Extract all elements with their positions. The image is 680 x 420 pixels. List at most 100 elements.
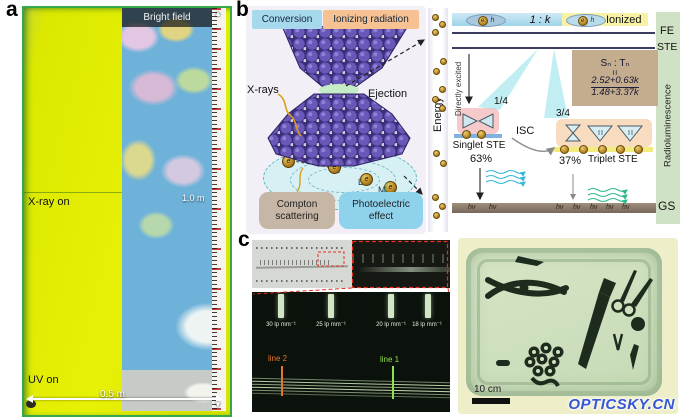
carrier-dot <box>433 68 440 75</box>
hole-icon: h <box>590 17 595 24</box>
panel-b-label: b <box>236 0 249 21</box>
knife-blade-icon <box>578 292 610 369</box>
photoelectric-effect-label: Photoelectric effect <box>352 198 410 222</box>
bright-field-label: Bright field <box>143 12 191 23</box>
uv-on-label: UV on <box>28 374 59 386</box>
directly-excited-text: Directly excited <box>454 61 463 117</box>
singlet-triplet-equation-box: Sₙ : Tₙ = 2.52+0.63k 1.48+3.37k <box>572 50 658 106</box>
triplet-percentage: 37% <box>559 155 582 167</box>
electron-hole-pair-icon: e h <box>566 14 606 27</box>
photon-hv-label: hν <box>573 204 581 211</box>
uv-lamp-blob <box>26 400 36 408</box>
singlet-ste-box <box>457 108 499 134</box>
singlet-photon-waves <box>485 169 526 187</box>
equation-denominator: 1.48+3.37k <box>591 86 639 98</box>
carrier-dot <box>560 145 569 154</box>
photon-hv-label: hν <box>489 204 497 211</box>
panel-a-label: a <box>6 0 18 21</box>
scissors-blade-icon <box>620 270 637 302</box>
width-arrow-left-head <box>26 395 33 403</box>
hole-icon: h <box>490 17 495 24</box>
compton-scattering-label: Compton scattering <box>275 198 319 222</box>
fe-label: FE <box>660 25 675 37</box>
width-arrow-right-head <box>216 395 223 403</box>
electron-hole-pair-icon: e h <box>466 14 506 27</box>
carrier-dot <box>432 29 439 36</box>
electron-symbol: e <box>364 176 369 183</box>
line-pair-luminescence-image: 30 lp mm⁻¹ 25 lp mm⁻¹ 20 lp mm⁻¹ 18 lp m… <box>252 292 450 412</box>
ruler-up-arrow-icon: ▲ <box>214 9 222 18</box>
tool-case-tray-outline <box>477 259 651 385</box>
conversion-box: Conversion <box>252 10 322 29</box>
lp-bar-30 <box>278 294 284 318</box>
photon-hv-label: hν <box>590 204 598 211</box>
ste-label: STE <box>657 41 678 53</box>
singlet-percentage: 63% <box>470 153 493 165</box>
lp-bar-25 <box>328 294 334 318</box>
ionizing-radiation-box: Ionizing radiation <box>323 10 419 29</box>
pliers-pivot-icon <box>519 283 529 293</box>
triplet-photon-waves <box>587 187 628 205</box>
xray-region-boundary <box>24 192 122 193</box>
carrier-dot <box>477 130 486 139</box>
scale-label: 10 cm <box>474 384 502 395</box>
ruler-down-arrow-icon: ▼ <box>214 400 222 409</box>
resolution-target-photo <box>252 240 352 288</box>
lp-label-18: 18 lp mm⁻¹ <box>412 322 442 328</box>
carrier-dot <box>440 160 447 167</box>
gs-label: GS <box>658 199 676 213</box>
photoelectric-effect-box: Photoelectric effect <box>339 192 423 229</box>
carrier-dot <box>616 145 625 154</box>
scissors-ring-icon <box>611 299 625 313</box>
emission-waist-glow <box>319 84 359 96</box>
electron-icon: e <box>477 15 488 26</box>
carrier-dot <box>433 150 440 157</box>
radioluminescence-strip <box>656 12 680 224</box>
carrier-dot <box>439 203 446 210</box>
lp-label-25: 25 lp mm⁻¹ <box>316 322 346 328</box>
photon-hv-label: hν <box>556 204 564 211</box>
bright-field-caption-bar: Bright field <box>122 8 212 27</box>
ionized-label: Ionized <box>606 14 642 26</box>
table-under-map <box>122 370 226 411</box>
scintillator-photo: Bright field ▲ ▼ X-ray on UV on 0.5 m 1.… <box>22 6 232 417</box>
tool-silhouettes <box>485 256 653 387</box>
upper-nanocrystal-cone <box>281 26 409 89</box>
photon-hv-label: hν <box>468 204 476 211</box>
radioluminescence-text: Radioluminescence <box>662 84 674 168</box>
line1-marker <box>392 366 394 399</box>
carrier-dot <box>432 96 439 103</box>
scale-bar <box>472 398 510 404</box>
equation-fraction: 2.52+0.63k 1.48+3.37k <box>591 74 639 99</box>
equation-equals: = <box>610 69 621 75</box>
compton-scattering-box: Compton scattering <box>259 192 335 229</box>
resolution-target-xray-image <box>352 240 450 288</box>
scissors-blade-icon <box>631 278 653 307</box>
lower-nanocrystal-cone <box>267 93 411 167</box>
width-dimension-label: 0.5 m <box>100 389 126 400</box>
nut-cluster-icon <box>524 342 564 377</box>
knife-handle-icon <box>599 278 616 297</box>
directly-excited-label: Directly excited <box>452 56 465 122</box>
ground-state-bar <box>452 203 656 213</box>
equation-lhs: Sₙ : Tₙ <box>600 57 630 69</box>
height-dimension-label: 1.0 m <box>182 193 205 203</box>
fe-level-line <box>452 32 655 34</box>
chain-icon <box>530 376 560 387</box>
lp-label-30: 30 lp mm⁻¹ <box>266 322 296 328</box>
xrays-label: X-rays <box>247 84 279 96</box>
three-quarter-fraction-label: 3/4 <box>556 108 570 119</box>
tweezers-icon <box>612 333 624 351</box>
equation-numerator: 2.52+0.63k <box>591 74 639 86</box>
watermark: OPTICSKY.CN <box>568 396 675 413</box>
photon-hv-label: hν <box>606 204 614 211</box>
electron-icon: e <box>360 173 373 186</box>
singlet-exciton-glyph <box>462 113 494 129</box>
small-part-icon <box>496 360 510 366</box>
tool-case <box>466 248 662 396</box>
conversion-label: Conversion <box>261 14 313 25</box>
carrier-dot <box>439 21 446 28</box>
lp-bar-18 <box>425 294 431 318</box>
width-arrow-line <box>32 398 216 400</box>
